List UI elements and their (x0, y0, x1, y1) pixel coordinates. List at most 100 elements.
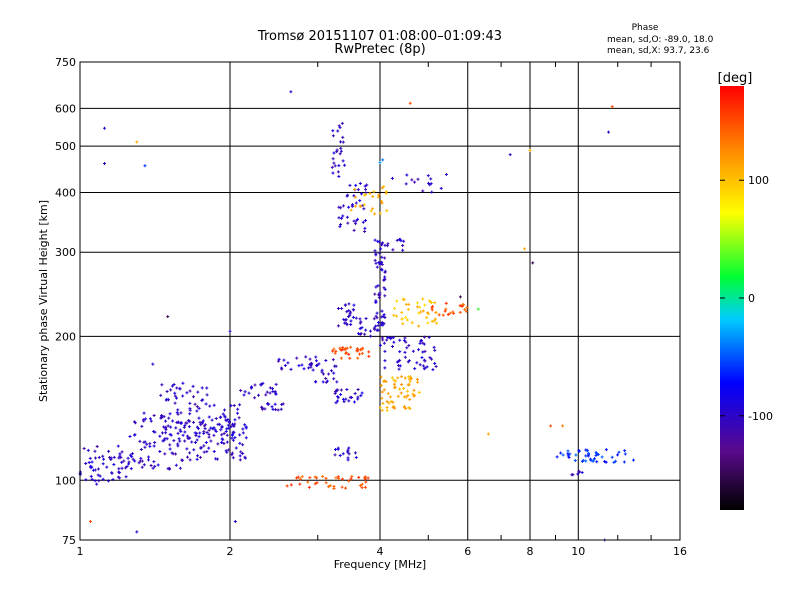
data-point (321, 380, 325, 384)
data-point (396, 376, 400, 380)
data-point (268, 386, 272, 390)
data-point (209, 426, 213, 430)
data-point (332, 347, 336, 351)
data-point (379, 247, 383, 251)
data-point (337, 477, 341, 481)
data-point (460, 304, 464, 308)
data-point (133, 421, 137, 425)
data-point (379, 383, 383, 387)
data-point (421, 297, 425, 301)
data-point (194, 434, 198, 438)
data-point (231, 430, 235, 434)
data-point (604, 460, 608, 464)
data-point (426, 311, 430, 315)
data-point (389, 400, 393, 404)
data-point (166, 467, 170, 471)
data-point (396, 394, 400, 398)
data-point (357, 332, 361, 336)
data-point (363, 332, 367, 336)
data-point (342, 318, 346, 322)
data-point (176, 431, 180, 435)
data-point (169, 388, 173, 392)
data-point (430, 308, 434, 312)
data-point (153, 464, 157, 468)
data-point (372, 190, 376, 194)
data-point (349, 477, 353, 481)
data-point (311, 368, 315, 372)
data-point (584, 454, 588, 458)
data-point (429, 182, 433, 186)
data-point (118, 476, 122, 480)
data-point (352, 303, 356, 307)
data-point (324, 476, 328, 480)
data-point (463, 307, 467, 311)
data-point (220, 433, 224, 437)
data-point (338, 126, 342, 130)
data-point (227, 448, 231, 452)
data-point (344, 318, 348, 322)
data-point (561, 453, 565, 457)
data-point (430, 190, 434, 194)
y-axis-label: Stationary phase Virtual Height [km] (37, 200, 50, 402)
data-point (203, 423, 207, 427)
data-point (332, 151, 336, 155)
data-point (183, 439, 187, 443)
data-point (138, 439, 142, 443)
data-point (603, 460, 607, 464)
data-point (219, 428, 223, 432)
data-point (241, 427, 245, 431)
data-point (340, 485, 344, 489)
data-point (383, 366, 387, 370)
data-point (169, 425, 173, 429)
x-tick-label: 1 (77, 545, 84, 558)
data-point (224, 449, 228, 453)
data-point (192, 448, 196, 452)
data-point (253, 396, 257, 400)
data-point (226, 423, 230, 427)
data-point (220, 441, 224, 445)
data-point (383, 275, 387, 279)
data-point (380, 262, 384, 266)
data-point (228, 329, 232, 333)
data-point (307, 485, 311, 489)
data-point (508, 153, 512, 157)
data-point (330, 369, 334, 373)
data-point (315, 481, 319, 485)
data-point (195, 431, 199, 435)
data-point (402, 297, 406, 301)
data-point (368, 329, 372, 333)
data-point (462, 303, 466, 307)
data-point (139, 448, 143, 452)
data-point (207, 428, 211, 432)
data-point (352, 228, 356, 232)
data-point (349, 322, 353, 326)
data-point (378, 161, 382, 165)
data-point (95, 482, 99, 486)
data-point (431, 304, 435, 308)
data-point (364, 193, 368, 197)
data-point (437, 313, 441, 317)
data-point (197, 416, 201, 420)
data-point (371, 194, 375, 198)
data-point (432, 345, 436, 349)
colorbar-ticks: -100 0 100 (720, 174, 773, 423)
data-point (378, 343, 382, 347)
data-point (610, 455, 614, 459)
data-point (236, 407, 240, 411)
data-point (205, 386, 209, 390)
chart-title-line2: RwPretec (8p) (334, 42, 425, 57)
data-point (348, 312, 352, 316)
data-point (400, 375, 404, 379)
data-point (336, 170, 340, 174)
data-point (405, 173, 409, 177)
data-point (384, 191, 388, 195)
data-point (238, 441, 242, 445)
x-axis-label: Frequency [MHz] (334, 558, 426, 571)
data-point (324, 481, 328, 485)
data-point (567, 455, 571, 459)
data-point (380, 201, 384, 205)
data-point (213, 428, 217, 432)
data-point (89, 474, 93, 478)
data-point (377, 240, 381, 244)
data-point (259, 383, 263, 387)
